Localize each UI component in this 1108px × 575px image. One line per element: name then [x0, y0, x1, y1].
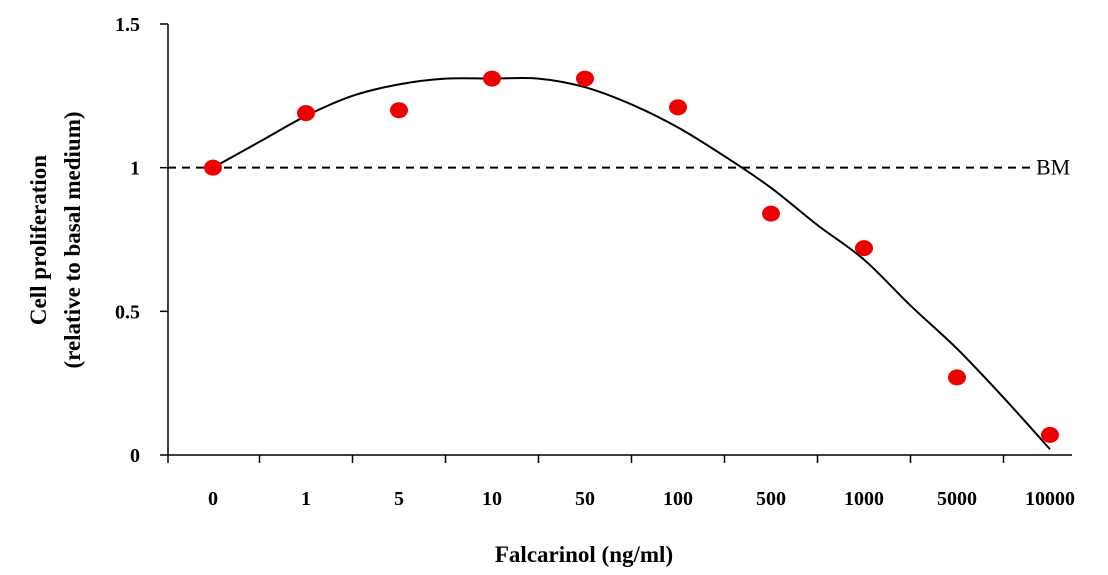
- data-point: [762, 205, 780, 222]
- data-point: [576, 70, 594, 87]
- data-point: [390, 102, 408, 119]
- x-tick-label: 10000: [1025, 488, 1075, 510]
- data-point: [204, 159, 222, 176]
- data-point: [948, 369, 966, 386]
- x-tick-label: 5: [394, 488, 404, 510]
- data-point: [669, 99, 687, 116]
- data-point: [297, 105, 315, 122]
- data-point: [1041, 426, 1059, 443]
- y-tick-label: 1.5: [115, 14, 140, 36]
- data-point: [855, 240, 873, 257]
- x-tick-label: 500: [756, 488, 786, 510]
- y-tick-label: 0: [130, 445, 140, 467]
- x-axis-title: Falcarinol (ng/ml): [495, 542, 673, 567]
- x-tick-label: 1: [301, 488, 311, 510]
- y-tick-label: 1: [130, 158, 140, 180]
- plot-area: 0 0.5 1 1.5 0 1 5 10 50 100 500 1000 5000 10000 BM: [115, 14, 1075, 510]
- y-axis-title-line-2: (relative to basal medium): [60, 111, 85, 368]
- y-axis-title-line-1: Cell proliferation: [26, 155, 51, 325]
- x-tick-label: 50: [575, 488, 595, 510]
- x-tick-label: 1000: [844, 488, 884, 510]
- reference-line-label: BM: [1036, 155, 1070, 180]
- x-tick-label: 5000: [937, 488, 977, 510]
- data-point: [483, 70, 501, 87]
- y-axis-title: Cell proliferation (relative to basal me…: [26, 111, 85, 368]
- x-tick-label: 0: [208, 488, 218, 510]
- x-tick-label: 10: [482, 488, 502, 510]
- y-tick-label: 0.5: [115, 301, 140, 323]
- x-tick-label: 100: [663, 488, 693, 510]
- fit-curve: [212, 76, 1051, 450]
